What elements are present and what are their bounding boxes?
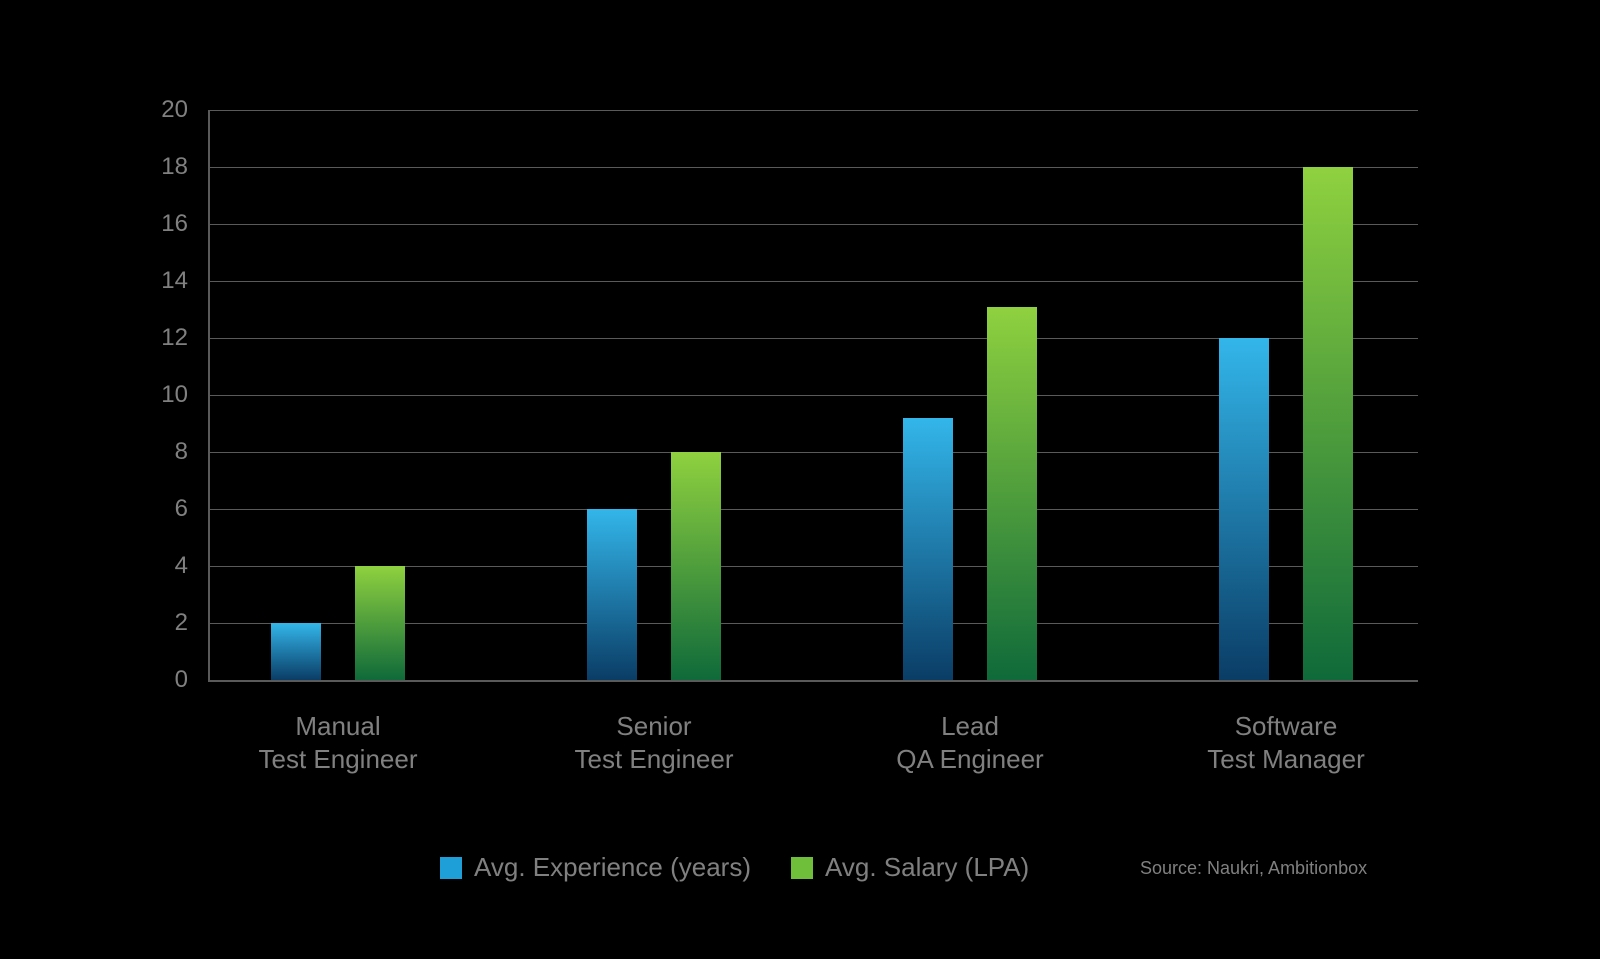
legend: Avg. Experience (years) Avg. Salary (LPA) (440, 852, 1029, 883)
bar (903, 418, 953, 680)
y-tick-label: 16 (128, 210, 188, 238)
bar (271, 623, 321, 680)
bar (587, 509, 637, 680)
y-tick-label: 14 (128, 267, 188, 295)
source-text: Source: Naukri, Ambitionbox (1140, 858, 1367, 879)
x-tick-label: Lead QA Engineer (896, 710, 1043, 775)
x-tick-label: Software Test Manager (1207, 710, 1365, 775)
y-tick-label: 6 (128, 495, 188, 523)
chart-container: 0 2 4 6 8 10 12 14 16 18 20 Manual Test Engineer Se… (0, 0, 1600, 959)
bar (987, 307, 1037, 680)
bar (355, 566, 405, 680)
y-tick-label: 20 (128, 96, 188, 124)
y-tick-label: 4 (128, 552, 188, 580)
grid-line (208, 167, 1418, 168)
y-tick-label: 12 (128, 324, 188, 352)
y-tick-label: 2 (128, 609, 188, 637)
grid-line (208, 680, 1418, 682)
legend-swatch (791, 857, 813, 879)
plot-area (208, 110, 1418, 680)
y-tick-label: 8 (128, 438, 188, 466)
bar (1219, 338, 1269, 680)
x-tick-label: Manual Test Engineer (259, 710, 418, 775)
legend-swatch (440, 857, 462, 879)
legend-label: Avg. Salary (LPA) (825, 852, 1029, 883)
y-tick-label: 18 (128, 153, 188, 181)
legend-label: Avg. Experience (years) (474, 852, 751, 883)
grid-line (208, 224, 1418, 225)
y-tick-label: 0 (128, 666, 188, 694)
grid-line (208, 110, 1418, 111)
y-tick-label: 10 (128, 381, 188, 409)
bar (671, 452, 721, 680)
x-tick-label: Senior Test Engineer (575, 710, 734, 775)
legend-item: Avg. Salary (LPA) (791, 852, 1029, 883)
bar (1303, 167, 1353, 680)
legend-item: Avg. Experience (years) (440, 852, 751, 883)
grid-line (208, 281, 1418, 282)
